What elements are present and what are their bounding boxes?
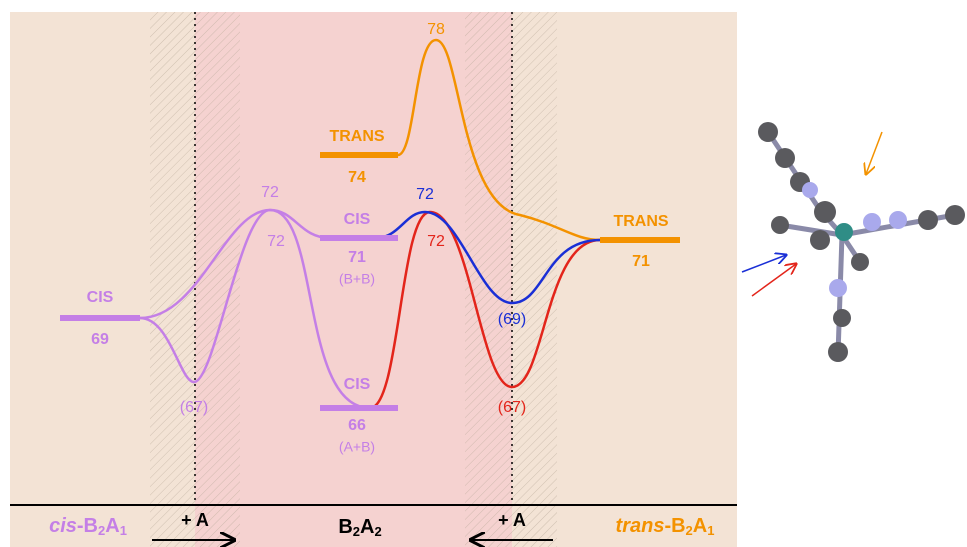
- barrier: 72: [261, 184, 279, 201]
- shape: [814, 201, 836, 223]
- level-name: CIS: [87, 289, 114, 306]
- level-name: CIS: [344, 376, 371, 393]
- add-label: + A: [181, 510, 209, 530]
- text-part: 2: [98, 523, 105, 538]
- level-name: TRANS: [329, 128, 384, 145]
- text-part: 1: [120, 523, 127, 538]
- text-part: trans: [616, 515, 665, 537]
- shape: [835, 223, 853, 241]
- text-part: 2: [353, 524, 360, 539]
- shape: [918, 210, 938, 230]
- shape: [945, 205, 965, 225]
- level-note: (A+B): [339, 439, 375, 455]
- shape: [889, 211, 907, 229]
- shape: [150, 12, 240, 547]
- shape: [829, 279, 847, 297]
- text-part: A: [360, 516, 374, 538]
- shape: [768, 132, 820, 210]
- shape: [775, 148, 795, 168]
- level-energy: 66: [348, 417, 366, 434]
- molecule: [742, 122, 965, 362]
- level-name: CIS: [344, 211, 371, 228]
- level-energy: 71: [348, 249, 366, 266]
- shape: [851, 253, 869, 271]
- shape: [758, 122, 965, 362]
- shape: [802, 182, 818, 198]
- barrier: 72: [416, 186, 434, 203]
- text-part: 2: [374, 524, 381, 539]
- text-part: 2: [686, 523, 693, 538]
- text-part: B: [338, 516, 352, 538]
- intermediate: (69): [498, 311, 526, 328]
- level-note: (B+B): [339, 271, 375, 287]
- barrier: 72: [427, 233, 445, 250]
- barrier: 78: [427, 21, 445, 38]
- intermediate: (67): [180, 399, 208, 416]
- barrier: 72: [267, 233, 285, 250]
- text-part: -B: [664, 515, 685, 537]
- level-energy: 74: [348, 169, 366, 186]
- diagram: CIS 69 TRANS 74 CIS 71 (B+B) CIS 66 (A+B…: [0, 0, 967, 547]
- text-part: cis: [49, 515, 77, 537]
- add-label: + A: [498, 510, 526, 530]
- text-part: -B: [77, 515, 98, 537]
- intermediate: (67): [498, 399, 526, 416]
- level-name: TRANS: [613, 213, 668, 230]
- left-state: cis-B2A1: [49, 515, 127, 538]
- right-state: trans-B2A1: [616, 515, 715, 538]
- text-part: A: [105, 515, 119, 537]
- shape: [768, 132, 955, 355]
- level-energy: 71: [632, 253, 650, 270]
- shape: [758, 122, 778, 142]
- shape: [866, 132, 882, 174]
- shape: [828, 342, 848, 362]
- shape: [742, 255, 786, 272]
- text-part: 1: [707, 523, 714, 538]
- shape: [833, 309, 851, 327]
- level-energy: 69: [91, 331, 109, 348]
- shape: [810, 230, 830, 250]
- shape: [863, 213, 881, 231]
- text-part: A: [693, 515, 707, 537]
- shape: [752, 264, 796, 296]
- shape: [771, 216, 789, 234]
